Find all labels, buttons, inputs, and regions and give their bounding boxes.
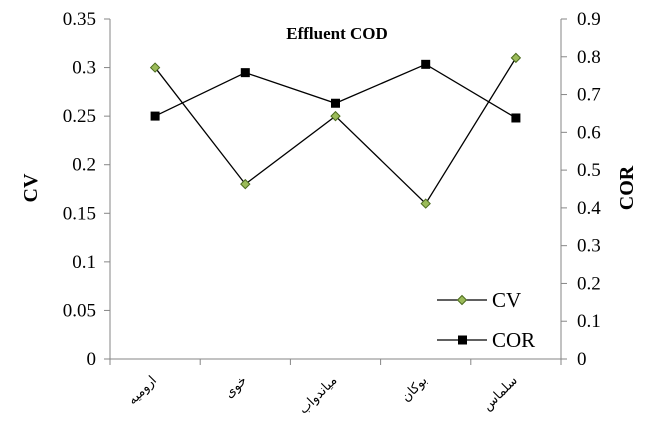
cv-marker bbox=[149, 62, 161, 73]
cv-marker bbox=[420, 198, 431, 209]
y-right-tick-label: 0.8 bbox=[577, 47, 601, 68]
y-right-tick-label: 0.6 bbox=[577, 122, 601, 143]
y-left-tick-label: 0.15 bbox=[63, 203, 96, 224]
y-right-tick-label: 0.1 bbox=[577, 311, 601, 332]
y-right-tick-label: 0.4 bbox=[577, 198, 601, 219]
series-layer bbox=[149, 52, 522, 209]
cv-marker bbox=[510, 52, 522, 64]
legend: CV COR bbox=[437, 288, 535, 352]
x-tick-label: خوی bbox=[222, 373, 250, 401]
y-left-tick-label: 0.05 bbox=[63, 300, 96, 321]
y-left-tick-label: 0 bbox=[87, 349, 97, 370]
x-tick-label: میاندواب bbox=[296, 373, 340, 417]
x-tick-label: ارومیه bbox=[125, 373, 160, 408]
legend-marker-cor bbox=[458, 335, 467, 345]
series-line-cv bbox=[154, 57, 517, 205]
cor-marker bbox=[421, 59, 431, 69]
y-left-axis-title: CV bbox=[20, 173, 42, 202]
legend-marker-cv bbox=[456, 294, 468, 306]
chart-title: Effluent COD bbox=[286, 24, 388, 43]
cor-marker bbox=[511, 113, 521, 123]
y-left-tick-label: 0.35 bbox=[63, 9, 96, 30]
cor-marker bbox=[331, 98, 340, 108]
cor-marker bbox=[240, 68, 250, 78]
cor-marker bbox=[150, 111, 160, 121]
y-right-tick-label: 0.7 bbox=[577, 85, 601, 106]
axes: 0 0.05 0.1 0.15 0.2 0.25 0.3 0.35 0 0.1 0.2 0.3 0.4 0… bbox=[63, 9, 602, 417]
y-right-tick-label: 0.9 bbox=[577, 9, 601, 30]
cv-marker bbox=[330, 110, 341, 122]
series-line-cor bbox=[154, 63, 517, 119]
y-right-tick-label: 0.3 bbox=[577, 236, 601, 257]
y-right-tick-label: 0.2 bbox=[577, 273, 601, 294]
legend-label-cv: CV bbox=[492, 288, 521, 312]
cv-marker bbox=[240, 178, 251, 190]
y-left-tick-label: 0.25 bbox=[63, 106, 96, 127]
y-right-axis-title: COR bbox=[616, 165, 638, 210]
y-left-tick-label: 0.3 bbox=[72, 58, 96, 79]
y-left-tick-label: 0.1 bbox=[72, 252, 96, 273]
legend-label-cor: COR bbox=[492, 328, 535, 352]
y-right-tick-label: 0.5 bbox=[577, 160, 601, 181]
y-left-tick-label: 0.2 bbox=[72, 155, 96, 176]
x-tick-label: سلماس bbox=[480, 373, 521, 414]
x-tick-label: بوکان bbox=[399, 373, 431, 405]
y-right-tick-label: 0 bbox=[577, 349, 587, 370]
